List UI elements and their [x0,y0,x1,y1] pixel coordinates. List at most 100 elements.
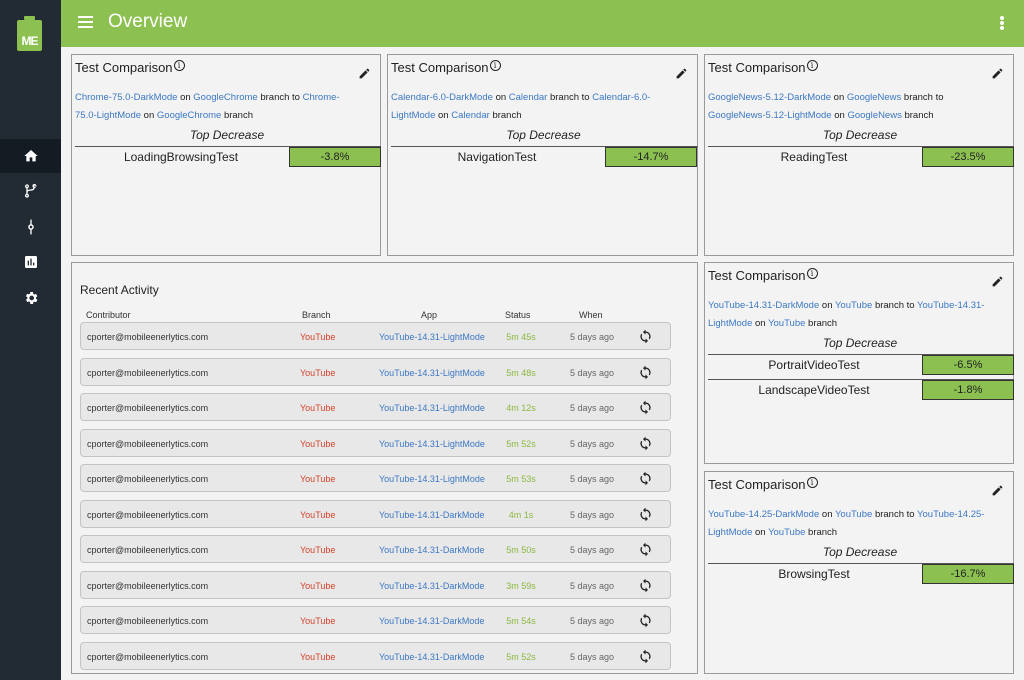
app-link[interactable]: YouTube-14.31-DarkMode [379,510,485,520]
hamburger-menu-icon[interactable] [78,16,93,29]
sidebar-item-home[interactable] [0,139,61,173]
branch-link[interactable]: YouTube [300,332,336,342]
activity-row[interactable]: cporter@mobileenerlytics.com YouTube You… [80,535,671,563]
branch-link[interactable]: YouTube [300,616,336,626]
edit-icon[interactable] [675,67,688,80]
rerun-icon[interactable] [638,471,653,486]
branch-link[interactable]: YouTube [300,439,336,449]
when: 5 days ago [570,439,615,449]
app-link[interactable]: YouTube-14.31-DarkMode [379,581,485,591]
to-branch-link[interactable]: GoogleChrome [156,110,222,121]
rerun-icon[interactable] [638,365,653,380]
when: 5 days ago [570,616,615,626]
from-app-link[interactable]: GoogleNews-5.12-DarkMode [708,92,832,103]
card-title: Test Comparison [708,60,806,75]
when: 5 days ago [570,652,615,662]
rerun-icon[interactable] [638,542,653,557]
to-app-link[interactable]: YouTube-14.25-LightMode [708,509,985,538]
to-branch-link[interactable]: YouTube [768,318,806,329]
info-icon[interactable]: i [173,60,185,71]
metric-value: -6.5% [922,355,1014,375]
test-comparison-card: Test Comparison i Calendar-6.0-DarkMode o… [387,54,698,256]
from-branch-link[interactable]: Calendar [508,92,548,103]
rerun-icon[interactable] [638,400,653,415]
from-app-link[interactable]: Chrome-75.0-DarkMode [75,92,178,103]
rerun-icon[interactable] [638,613,653,628]
branch-link[interactable]: YouTube [300,368,336,378]
app-logo[interactable]: ME [17,16,42,51]
column-header-app: App [421,310,438,320]
to-branch-link[interactable]: GoogleNews [847,110,902,121]
metric-value: -3.8% [289,147,381,167]
contributor: cporter@mobileenerlytics.com [87,581,209,591]
info-icon[interactable]: i [806,477,818,488]
from-branch-link[interactable]: GoogleChrome [193,92,258,103]
to-app-link[interactable]: YouTube-14.31-LightMode [708,300,985,329]
sidebar-item-settings[interactable] [0,281,61,315]
edit-icon[interactable] [991,484,1004,497]
sidebar-item-reports[interactable] [0,245,61,279]
rerun-icon[interactable] [638,578,653,593]
from-app-link[interactable]: Calendar-6.0-DarkMode [391,92,493,103]
contributor: cporter@mobileenerlytics.com [87,368,209,378]
metric-name: NavigationTest [457,150,537,164]
branch-link[interactable]: YouTube [300,545,336,555]
info-icon[interactable]: i [806,60,818,71]
status: 5m 54s [506,616,536,626]
app-link[interactable]: YouTube-14.31-DarkMode [379,652,485,662]
metric-row: LoadingBrowsingTest -3.8% [75,146,381,167]
app-link[interactable]: YouTube-14.31-LightMode [379,403,485,413]
edit-icon[interactable] [991,67,1004,80]
from-app-link[interactable]: YouTube-14.31-DarkMode [708,300,820,311]
branch-link[interactable]: YouTube [300,474,336,484]
activity-row[interactable]: cporter@mobileenerlytics.com YouTube You… [80,429,671,457]
info-icon[interactable]: i [489,60,501,71]
to-app-link[interactable]: Chrome-75.0-LightMode [75,92,340,121]
when: 5 days ago [570,332,615,342]
to-branch-link[interactable]: YouTube [768,527,806,538]
edit-icon[interactable] [358,67,371,80]
card-title: Test Comparison [75,60,173,75]
branch-link[interactable]: YouTube [300,510,336,520]
from-branch-link[interactable]: GoogleNews [846,92,902,103]
from-branch-link[interactable]: YouTube [834,300,873,311]
activity-row[interactable]: cporter@mobileenerlytics.com YouTube You… [80,322,671,350]
activity-row[interactable]: cporter@mobileenerlytics.com YouTube You… [80,464,671,492]
edit-icon[interactable] [991,275,1004,288]
more-vert-icon[interactable] [1000,16,1004,30]
app-link[interactable]: YouTube-14.31-LightMode [379,439,485,449]
contributor: cporter@mobileenerlytics.com [87,332,209,342]
contributor: cporter@mobileenerlytics.com [87,616,209,626]
sidebar-item-commits[interactable] [0,210,61,244]
to-branch-link[interactable]: Calendar [451,110,490,121]
app-link[interactable]: YouTube-14.31-LightMode [379,368,485,378]
activity-row[interactable]: cporter@mobileenerlytics.com YouTube You… [80,358,671,386]
activity-row[interactable]: cporter@mobileenerlytics.com YouTube You… [80,393,671,421]
metric-row: BrowsingTest -16.7% [708,563,1014,584]
to-app-link[interactable]: Calendar-6.0-LightMode [391,92,651,121]
from-branch-link[interactable]: YouTube [834,509,873,520]
info-icon[interactable]: i [806,268,818,279]
branch-link[interactable]: YouTube [300,652,336,662]
activity-row[interactable]: cporter@mobileenerlytics.com YouTube You… [80,642,671,670]
to-app-link[interactable]: GoogleNews-5.12-LightMode [708,110,832,121]
rerun-icon[interactable] [638,329,653,344]
activity-row[interactable]: cporter@mobileenerlytics.com YouTube You… [80,606,671,634]
when: 5 days ago [570,581,615,591]
rerun-icon[interactable] [638,649,653,664]
activity-row[interactable]: cporter@mobileenerlytics.com YouTube You… [80,500,671,528]
app-link[interactable]: YouTube-14.31-LightMode [379,474,485,484]
sidebar-item-branches[interactable] [0,174,61,208]
branch-link[interactable]: YouTube [300,403,336,413]
rerun-icon[interactable] [638,507,653,522]
app-link[interactable]: YouTube-14.31-DarkMode [379,616,485,626]
contributor: cporter@mobileenerlytics.com [87,510,209,520]
from-app-link[interactable]: YouTube-14.25-DarkMode [708,509,820,520]
app-link[interactable]: YouTube-14.31-DarkMode [379,545,485,555]
comparison-description: YouTube-14.25-DarkMode on YouTube branch… [708,509,985,538]
card-title: Test Comparison [708,268,806,283]
app-link[interactable]: YouTube-14.31-LightMode [379,332,485,342]
activity-row[interactable]: cporter@mobileenerlytics.com YouTube You… [80,571,671,599]
branch-link[interactable]: YouTube [300,581,336,591]
rerun-icon[interactable] [638,436,653,451]
